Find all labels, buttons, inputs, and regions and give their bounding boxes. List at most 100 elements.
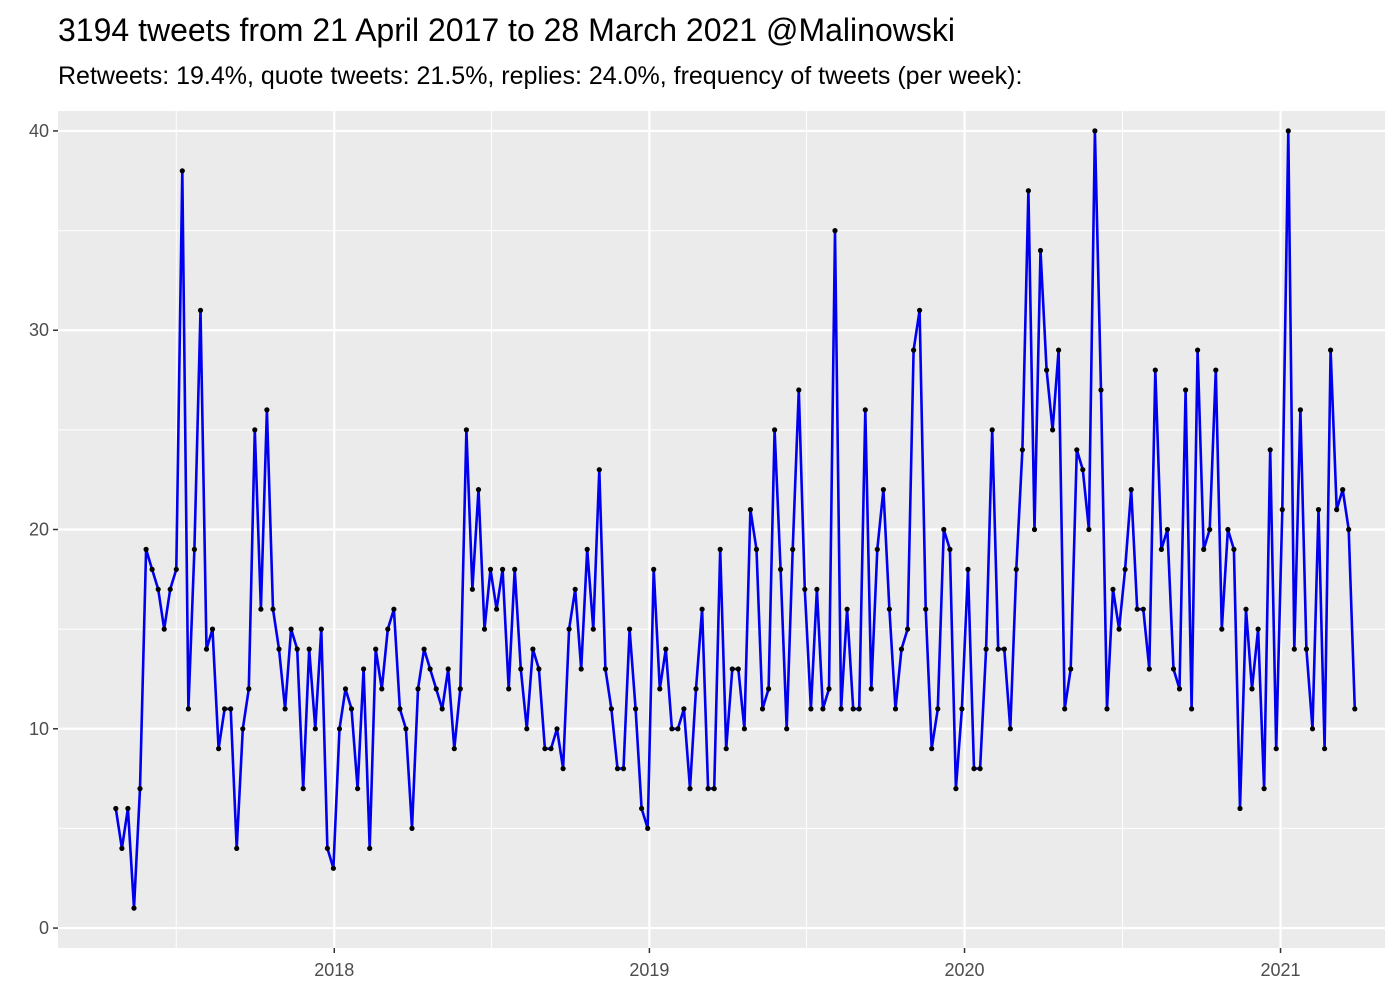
data-point xyxy=(1044,367,1050,373)
data-point xyxy=(911,347,917,353)
data-point xyxy=(814,586,820,592)
y-tick-label: 0 xyxy=(39,918,49,938)
data-point xyxy=(723,746,729,752)
data-point xyxy=(1122,566,1128,573)
data-point xyxy=(119,845,125,852)
data-point xyxy=(342,686,349,692)
data-point xyxy=(590,626,596,632)
data-point xyxy=(288,626,294,632)
data-point xyxy=(439,706,445,712)
data-point xyxy=(596,467,602,473)
data-point xyxy=(1334,507,1340,513)
data-point xyxy=(705,786,711,792)
data-point xyxy=(886,606,893,612)
data-point xyxy=(1128,487,1134,493)
data-point xyxy=(941,526,947,533)
data-point xyxy=(1267,447,1273,453)
data-point xyxy=(959,706,965,712)
data-point xyxy=(222,706,228,712)
data-point xyxy=(240,726,246,732)
data-point xyxy=(1322,746,1328,752)
data-point xyxy=(155,586,161,592)
data-point xyxy=(330,865,336,871)
data-point xyxy=(179,168,185,174)
data-point xyxy=(1152,367,1158,373)
data-point xyxy=(355,786,361,792)
data-point xyxy=(397,706,403,712)
data-point xyxy=(246,686,252,692)
data-point xyxy=(663,646,669,652)
data-point xyxy=(1328,347,1334,353)
data-point xyxy=(735,666,741,672)
data-point xyxy=(433,686,439,692)
data-point xyxy=(318,626,324,632)
data-point xyxy=(1086,526,1092,533)
data-point xyxy=(747,507,754,513)
data-point xyxy=(905,626,911,632)
data-point xyxy=(506,686,512,692)
data-point xyxy=(113,805,119,812)
data-point xyxy=(669,726,675,732)
data-point xyxy=(1219,626,1225,632)
data-point xyxy=(445,666,451,672)
data-point xyxy=(645,825,651,832)
data-point xyxy=(228,706,234,712)
data-point xyxy=(1213,367,1219,373)
data-point xyxy=(1056,347,1062,353)
data-point xyxy=(1346,526,1352,533)
data-point xyxy=(1255,626,1261,632)
data-point xyxy=(494,606,500,612)
data-point xyxy=(965,566,971,573)
data-point xyxy=(324,845,330,852)
data-point xyxy=(566,626,572,632)
data-point xyxy=(167,586,173,592)
data-point xyxy=(131,905,137,911)
data-point xyxy=(717,546,723,553)
data-point xyxy=(729,666,735,672)
data-point xyxy=(657,686,663,692)
data-point xyxy=(487,566,494,573)
data-point xyxy=(191,546,197,553)
data-point xyxy=(1201,546,1207,553)
data-point xyxy=(917,307,923,313)
data-point xyxy=(759,706,766,712)
data-point xyxy=(1273,746,1279,752)
x-tick-label: 2021 xyxy=(1261,960,1301,980)
data-point xyxy=(391,606,397,612)
data-point xyxy=(971,766,977,772)
data-point xyxy=(367,845,373,852)
data-point xyxy=(500,566,506,573)
y-tick-label: 10 xyxy=(29,719,49,739)
data-point xyxy=(844,606,850,612)
data-point xyxy=(1315,507,1322,513)
data-point xyxy=(1001,646,1007,652)
data-point xyxy=(898,646,905,652)
data-point xyxy=(282,706,288,712)
data-point xyxy=(469,586,475,592)
data-point xyxy=(536,666,542,672)
y-tick-label: 20 xyxy=(29,520,49,540)
data-point xyxy=(953,786,959,792)
data-point xyxy=(989,427,995,433)
data-point xyxy=(1285,128,1291,134)
data-point xyxy=(578,666,584,672)
data-point xyxy=(1237,805,1243,812)
data-point xyxy=(252,427,258,433)
data-point xyxy=(427,666,433,672)
data-point xyxy=(1231,546,1237,553)
data-point xyxy=(1207,526,1213,533)
data-point xyxy=(258,606,264,612)
data-point xyxy=(995,646,1001,652)
tweets-per-week-line xyxy=(114,129,1357,910)
data-point xyxy=(1104,706,1110,712)
data-point xyxy=(481,626,488,632)
data-point xyxy=(1062,706,1068,712)
data-point xyxy=(983,646,989,652)
data-point xyxy=(1146,666,1152,672)
data-point xyxy=(1279,507,1285,513)
data-point xyxy=(1189,706,1195,712)
chart-subtitle: Retweets: 19.4%, quote tweets: 21.5%, re… xyxy=(58,62,1023,90)
data-point xyxy=(361,666,367,672)
data-point xyxy=(294,646,300,652)
